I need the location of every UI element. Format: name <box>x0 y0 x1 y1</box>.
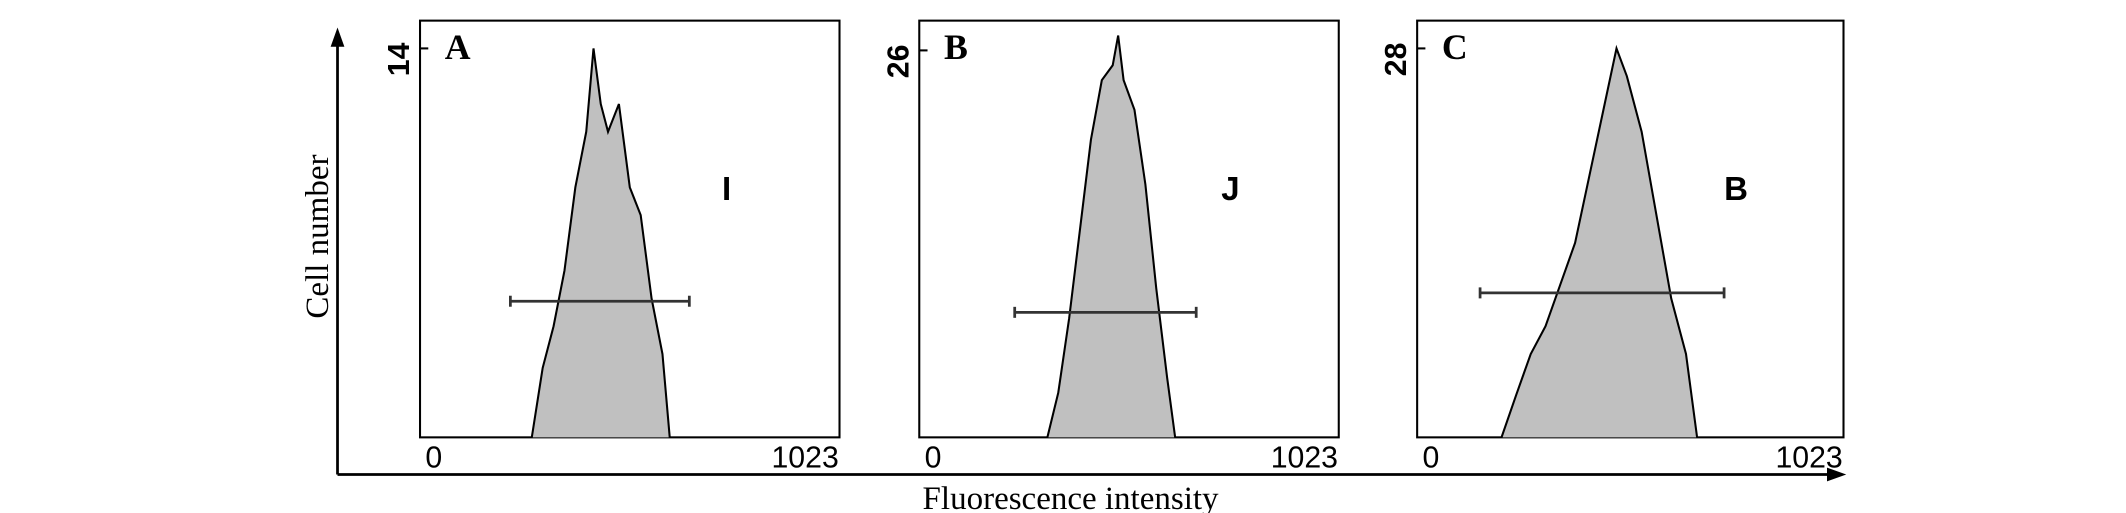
histogram-outline <box>530 48 671 438</box>
x-tick-label: 1023 <box>1775 442 1842 475</box>
histogram-outline <box>1500 44 1699 438</box>
panel-label: A <box>445 27 471 67</box>
histogram-area <box>1047 35 1176 438</box>
panel-label: C <box>1442 27 1468 67</box>
x-axis-label: Fluorescence intensity <box>923 481 1220 513</box>
x-tick-label: 0 <box>425 442 442 475</box>
gate-marker-label: J <box>1221 170 1239 207</box>
y-axis-label: Cell number <box>300 155 336 319</box>
x-arrow-head <box>1826 467 1847 482</box>
histogram-outline <box>1046 35 1177 438</box>
x-tick-label: 0 <box>1422 442 1439 475</box>
x-tick-label: 1023 <box>771 442 838 475</box>
y-tick-label: 28 <box>1380 43 1413 77</box>
histogram-area <box>1501 48 1698 438</box>
y-tick-label: 26 <box>882 45 915 79</box>
histogram-area <box>531 48 670 438</box>
x-tick-label: 1023 <box>1271 442 1338 475</box>
gate-marker-label: B <box>1724 170 1748 207</box>
panel-label: B <box>944 27 968 67</box>
gate-marker-label: I <box>722 170 731 207</box>
y-arrow-head <box>330 27 345 47</box>
x-tick-label: 0 <box>925 442 942 475</box>
y-tick-label: 14 <box>383 42 416 76</box>
